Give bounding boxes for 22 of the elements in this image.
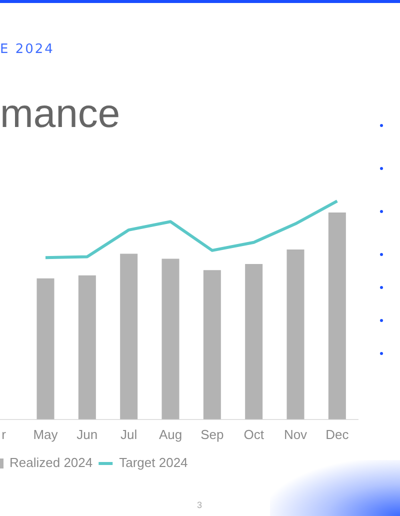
chart-title: mance <box>0 92 120 137</box>
bar <box>286 250 304 420</box>
chart-subtitle: E 2024 <box>0 42 54 57</box>
x-tick-label: Dec <box>326 426 350 442</box>
x-tick-label: Sep <box>200 426 224 442</box>
bar <box>245 264 263 420</box>
x-tick-label: Nov <box>284 426 308 442</box>
x-tick-label: May <box>33 426 58 442</box>
x-tick-label: r <box>2 426 7 442</box>
x-tick-label: Aug <box>158 426 182 442</box>
bar <box>78 275 96 420</box>
bar <box>328 212 346 420</box>
text: 3 <box>197 500 202 510</box>
bar <box>120 254 138 420</box>
bar <box>162 258 180 420</box>
x-tick-label: Oct <box>244 426 264 442</box>
legend-label: Target 2024 <box>119 455 188 470</box>
x-tick-label: Jun <box>76 426 98 442</box>
legend-label: Realized 2024 <box>10 455 93 470</box>
x-tick-label: Jul <box>120 426 138 442</box>
bar <box>36 278 54 420</box>
bar <box>203 270 221 420</box>
